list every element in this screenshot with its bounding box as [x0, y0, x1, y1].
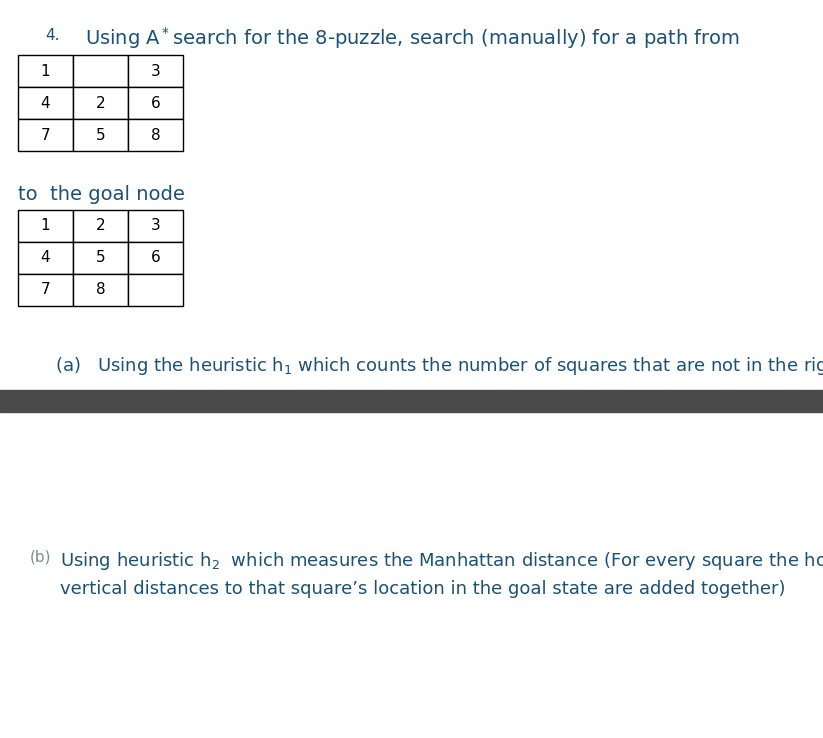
Bar	[18, 242, 73, 274]
Bar	[128, 274, 183, 306]
Bar	[18, 55, 73, 87]
Bar	[18, 274, 73, 306]
Text: 4: 4	[40, 95, 50, 111]
Text: 5: 5	[95, 250, 105, 266]
Bar	[128, 87, 183, 119]
Text: Using heuristic h$_2$  which measures the Manhattan distance (For every square t: Using heuristic h$_2$ which measures the…	[60, 550, 823, 572]
Bar	[18, 119, 73, 151]
Bar	[128, 55, 183, 87]
Text: 4: 4	[40, 250, 50, 266]
Text: 7: 7	[40, 128, 50, 142]
Text: Using A$^*$search for the 8-puzzle, search (manually) for a path from: Using A$^*$search for the 8-puzzle, sear…	[85, 25, 740, 51]
Text: 7: 7	[40, 283, 50, 297]
Text: 8: 8	[151, 128, 160, 142]
Bar	[73, 242, 128, 274]
Bar	[73, 119, 128, 151]
Text: (a)   Using the heuristic h$_1$ which counts the number of squares that are not : (a) Using the heuristic h$_1$ which coun…	[55, 355, 823, 377]
Text: to  the goal node: to the goal node	[18, 185, 185, 204]
Text: 6: 6	[151, 250, 160, 266]
Bar	[73, 210, 128, 242]
Text: 3: 3	[151, 63, 160, 78]
Bar	[18, 210, 73, 242]
Text: 2: 2	[95, 95, 105, 111]
Text: 8: 8	[95, 283, 105, 297]
Text: 3: 3	[151, 218, 160, 233]
Bar	[73, 87, 128, 119]
Text: 1: 1	[40, 218, 50, 233]
Text: vertical distances to that square’s location in the goal state are added togethe: vertical distances to that square’s loca…	[60, 580, 785, 598]
Text: 2: 2	[95, 218, 105, 233]
Bar	[18, 87, 73, 119]
Text: 6: 6	[151, 95, 160, 111]
Bar	[73, 274, 128, 306]
Text: 4.: 4.	[45, 28, 59, 43]
Text: 5: 5	[95, 128, 105, 142]
Bar	[128, 119, 183, 151]
Bar	[128, 242, 183, 274]
Bar	[0, 390, 823, 412]
Text: 1: 1	[40, 63, 50, 78]
Bar	[128, 210, 183, 242]
Bar	[73, 55, 128, 87]
Text: (b): (b)	[30, 550, 52, 565]
